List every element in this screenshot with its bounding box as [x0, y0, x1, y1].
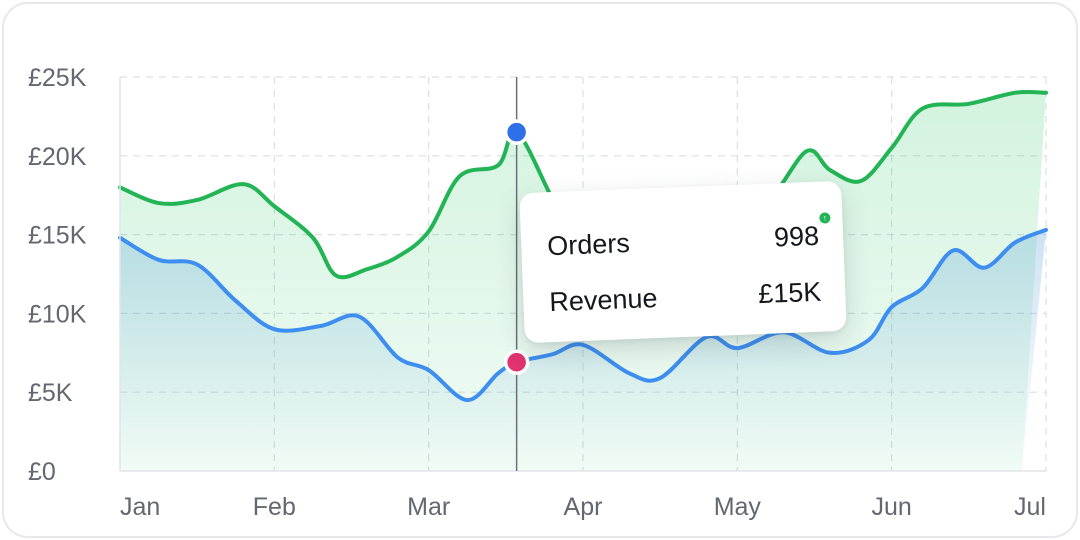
hover-marker — [503, 349, 530, 376]
y-tick-label: £15K — [28, 222, 87, 250]
series-line — [118, 227, 1048, 403]
x-tick-label: Jul — [1014, 493, 1046, 521]
series-area — [120, 229, 1046, 471]
x-tick-label: May — [714, 493, 762, 521]
tooltip-label: Orders — [546, 227, 631, 261]
tooltip-value-text: £15K — [757, 276, 822, 309]
tooltip-value: 998 ↑ — [773, 211, 831, 253]
x-tick-label: Mar — [407, 493, 450, 521]
y-tick-label: £5K — [28, 379, 73, 407]
tooltip-row-revenue: Revenue £15K — [549, 272, 822, 322]
tooltip-label: Revenue — [548, 282, 659, 317]
hover-layer — [503, 77, 530, 471]
hover-marker — [503, 119, 530, 145]
y-tick-label: £0 — [28, 458, 56, 486]
x-tick-label: Apr — [564, 493, 603, 521]
x-tick-label: Jan — [120, 493, 160, 521]
trend-up-icon: ↑ — [819, 211, 831, 224]
y-tick-label: £10K — [28, 300, 87, 328]
y-tick-label: £25K — [28, 64, 87, 92]
tooltip-value: £15K — [758, 276, 822, 309]
x-tick-label: Feb — [253, 493, 296, 521]
x-tick-label: Jun — [872, 493, 912, 521]
y-tick-label: £20K — [28, 143, 87, 171]
tooltip-value-text: 998 — [773, 220, 820, 252]
tooltip: Orders 998 ↑ Revenue £15K — [519, 180, 847, 344]
axes: £0 £5K £10K £15K £20K £25K Jan Feb Mar Apr May Jun J… — [28, 64, 1046, 521]
tooltip-row-orders: Orders 998 ↑ — [546, 211, 831, 266]
